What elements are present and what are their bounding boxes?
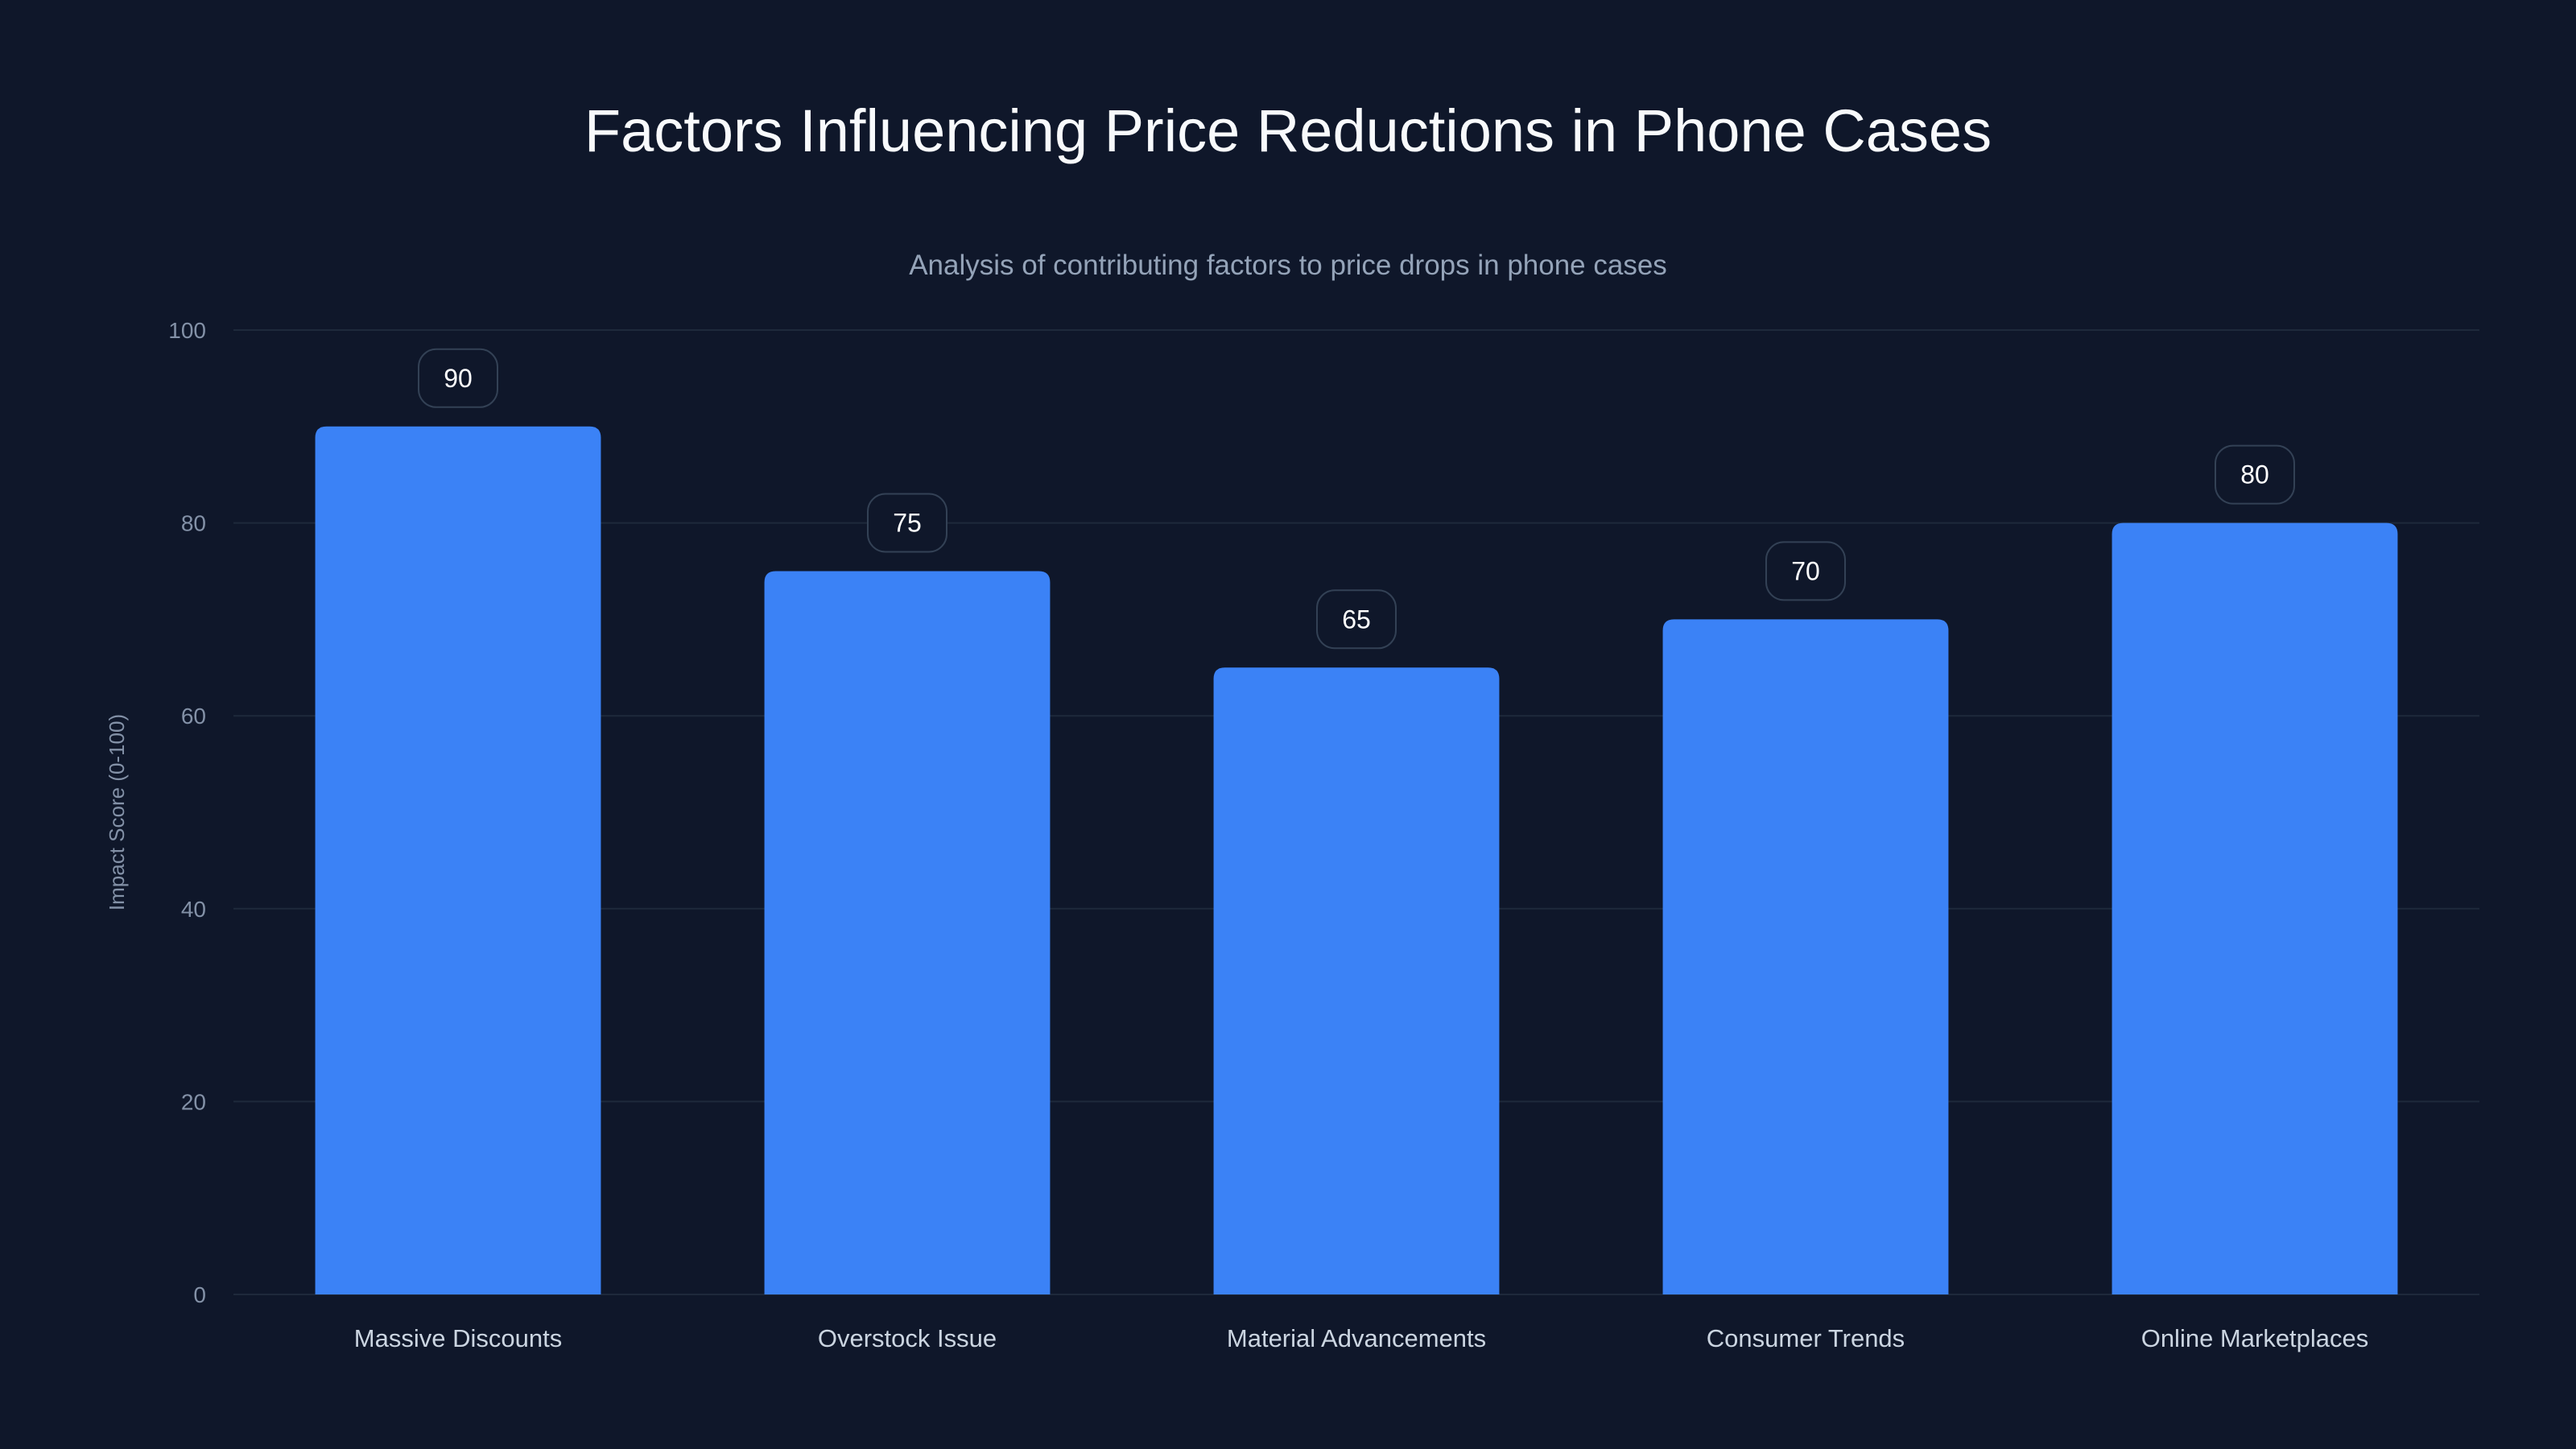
y-tick-label: 0 (193, 1282, 206, 1307)
data-label: 90 (444, 364, 473, 393)
x-tick-label: Massive Discounts (354, 1324, 562, 1352)
x-tick-label: Online Marketplaces (2141, 1324, 2369, 1352)
bar (1213, 667, 1500, 1294)
data-label: 80 (2240, 460, 2269, 489)
chart-subtitle: Analysis of contributing factors to pric… (909, 250, 1667, 281)
y-axis-title: Impact Score (0-100) (105, 714, 129, 910)
bar (1662, 619, 1949, 1294)
y-tick-label: 20 (181, 1089, 206, 1114)
y-tick-label: 80 (181, 511, 206, 536)
data-label-box (867, 493, 947, 553)
data-label: 70 (1791, 556, 1820, 585)
data-label-box (418, 348, 498, 408)
chart-title: Factors Influencing Price Reductions in … (584, 97, 1992, 164)
y-tick-label: 100 (168, 318, 206, 343)
bar (764, 571, 1051, 1294)
bar (315, 426, 601, 1294)
y-tick-label: 40 (181, 897, 206, 922)
x-tick-label: Material Advancements (1227, 1324, 1486, 1352)
data-label-box (2215, 444, 2295, 505)
bar (2112, 522, 2398, 1294)
x-tick-label: Overstock Issue (818, 1324, 997, 1352)
data-label-box (1765, 541, 1846, 601)
y-tick-label: 60 (181, 704, 206, 729)
data-label: 65 (1342, 605, 1371, 634)
data-label-box (1316, 589, 1397, 650)
data-label: 75 (893, 509, 922, 538)
x-tick-label: Consumer Trends (1707, 1324, 1905, 1352)
